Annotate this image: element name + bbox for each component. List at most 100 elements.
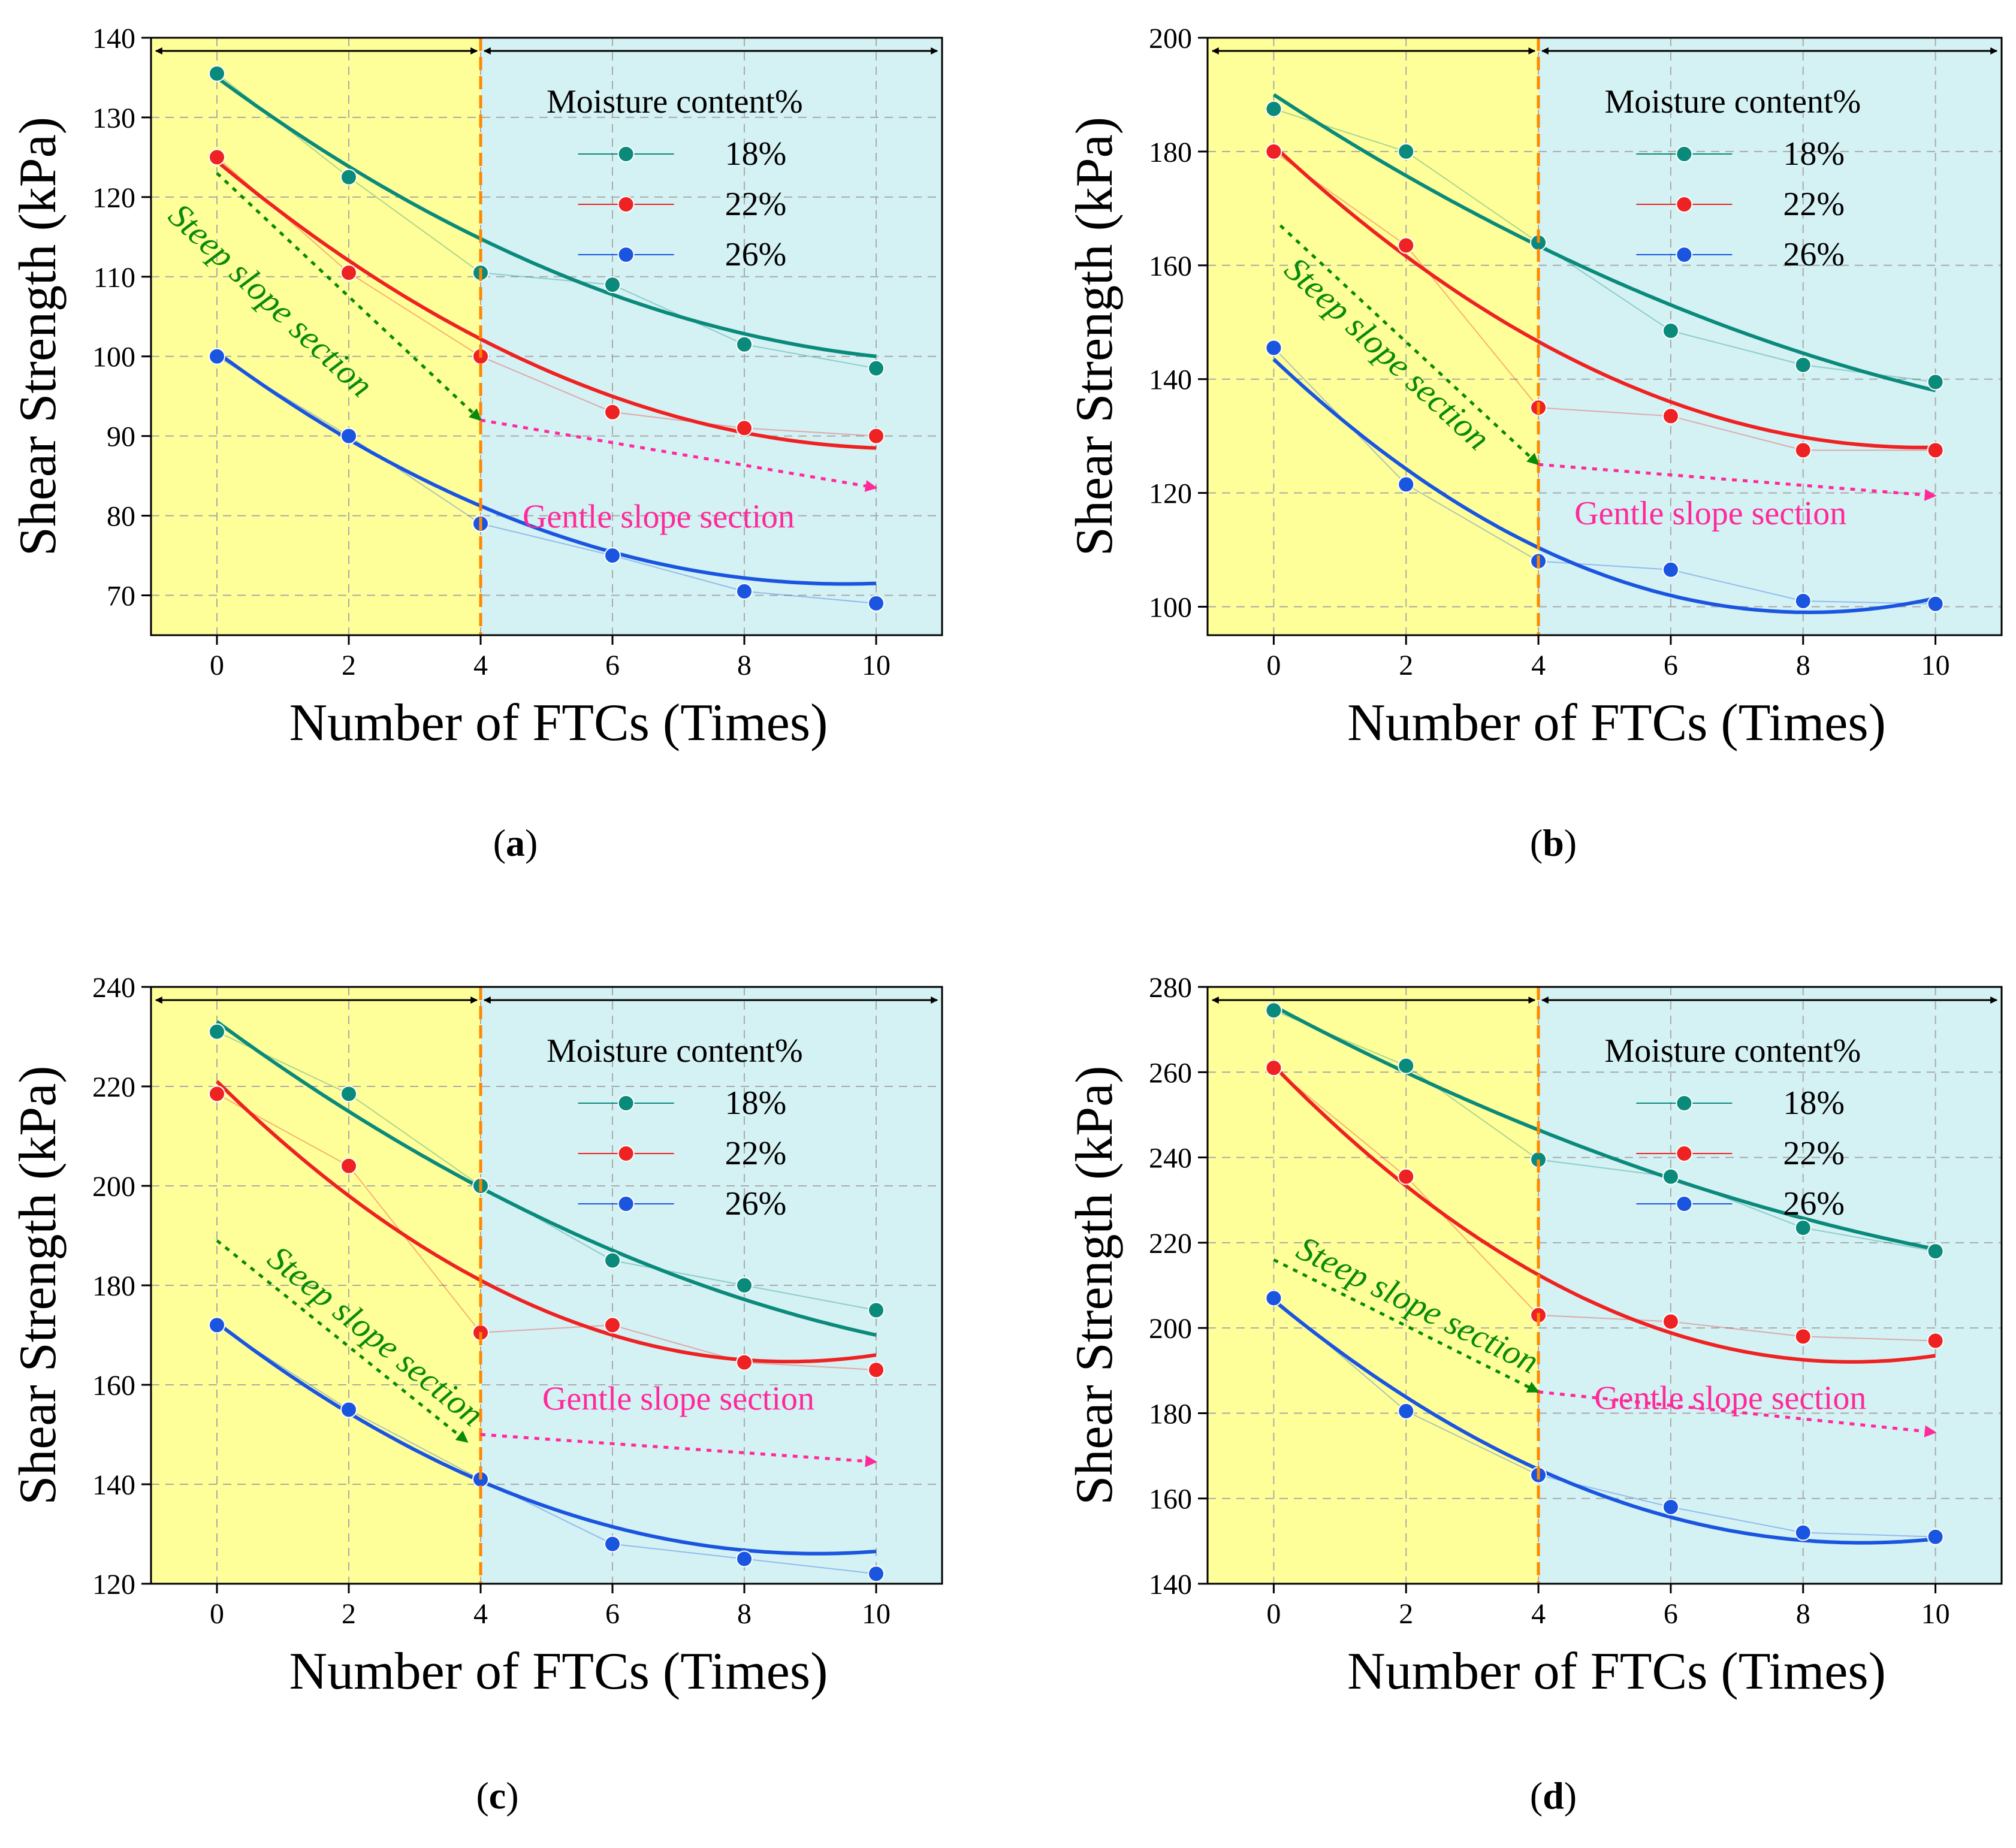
- data-point-18%: [340, 1085, 357, 1103]
- legend-label-18%: 18%: [725, 135, 787, 173]
- series-raw-line-22%: [216, 156, 877, 437]
- gentle-slope-arrow: [480, 1433, 877, 1467]
- data-point-26%: [1265, 1290, 1282, 1307]
- legend-marker-22%: [1676, 196, 1693, 213]
- y-axis-title: Shear Strength (kPa): [9, 117, 67, 556]
- legend-label-26%: 26%: [725, 236, 787, 273]
- legend-label-18%: 18%: [725, 1085, 787, 1122]
- data-point-22%: [1398, 1168, 1415, 1185]
- legend-title: Moisture content%: [1605, 83, 1861, 120]
- region-steep: [151, 38, 481, 635]
- x-tick-label: 4: [473, 650, 488, 681]
- legend-marker-26%: [617, 1195, 635, 1212]
- data-point-22%: [1927, 442, 1944, 459]
- data-point-18%: [1398, 1057, 1415, 1074]
- legend-marker-22%: [617, 1145, 635, 1162]
- data-point-26%: [1662, 561, 1679, 578]
- data-point-18%: [604, 276, 621, 294]
- data-point-18%: [604, 1252, 621, 1269]
- x-axis-title: Number of FTCs (Times): [1347, 694, 1886, 752]
- x-tick-label: 0: [210, 650, 224, 681]
- series-raw-line-18%: [216, 73, 877, 369]
- series-fit-curve-22%: [1272, 144, 1936, 449]
- y-tick-label: 200: [1149, 1313, 1192, 1345]
- y-tick-label: 200: [1149, 23, 1192, 55]
- gentle-slope-label: Gentle slope section: [542, 1381, 814, 1418]
- legend-marker-26%: [617, 246, 635, 263]
- data-point-18%: [340, 168, 357, 186]
- data-point-18%: [1794, 1219, 1812, 1236]
- x-tick-label: 4: [1531, 650, 1546, 681]
- legend-title: Moisture content%: [547, 83, 803, 120]
- legend-label-26%: 26%: [725, 1185, 787, 1222]
- y-tick-label: 90: [107, 421, 135, 453]
- series-raw-line-26%: [1273, 347, 1936, 605]
- data-point-22%: [1794, 1328, 1812, 1345]
- data-point-18%: [1927, 1243, 1944, 1260]
- legend-title: Moisture content%: [547, 1032, 803, 1070]
- x-axis-title: Number of FTCs (Times): [289, 694, 828, 752]
- x-tick-label: 6: [605, 650, 620, 681]
- legend-marker-18%: [617, 1095, 635, 1112]
- data-point-26%: [209, 348, 225, 365]
- data-point-22%: [209, 149, 225, 166]
- y-tick-label: 220: [92, 1071, 135, 1103]
- series-fit-curve-26%: [216, 1321, 877, 1556]
- series-fit-curve-26%: [1272, 1299, 1936, 1545]
- legend-label-18%: 18%: [1783, 1085, 1845, 1122]
- y-tick-label: 240: [1149, 1143, 1192, 1174]
- data-point-22%: [1265, 143, 1282, 160]
- data-point-18%: [1265, 100, 1282, 117]
- data-point-22%: [340, 1157, 357, 1174]
- region-gentle: [1538, 38, 2002, 635]
- x-tick-label: 2: [1399, 1598, 1413, 1630]
- y-axis-title: Shear Strength (kPa): [1066, 117, 1124, 556]
- series-fit-curve-26%: [1272, 358, 1936, 614]
- data-point-26%: [868, 594, 885, 612]
- y-tick-label: 160: [92, 1370, 135, 1402]
- data-point-22%: [604, 403, 621, 421]
- data-point-18%: [868, 360, 885, 377]
- region-steep: [1208, 38, 1539, 635]
- x-tick-label: 6: [1664, 1598, 1678, 1630]
- x-tick-label: 4: [473, 1598, 488, 1630]
- legend-marker-18%: [1676, 146, 1693, 162]
- x-tick-label: 10: [862, 1598, 891, 1630]
- data-point-18%: [736, 336, 753, 353]
- data-point-22%: [1398, 237, 1415, 254]
- data-point-26%: [604, 547, 621, 564]
- plot-frame: [150, 37, 943, 636]
- y-tick-label: 140: [92, 23, 135, 55]
- series-fit-curve-22%: [1272, 1064, 1936, 1364]
- y-tick-label: 110: [93, 262, 135, 294]
- legend-title: Moisture content%: [1605, 1032, 1861, 1070]
- panel-caption: (d): [1530, 1774, 1577, 1817]
- y-axis-title: Shear Strength (kPa): [1066, 1065, 1124, 1505]
- y-tick-label: 120: [92, 182, 135, 214]
- series-raw-line-22%: [1273, 151, 1936, 451]
- data-point-22%: [1662, 1313, 1679, 1330]
- region-gentle: [481, 38, 942, 635]
- y-tick-label: 140: [92, 1469, 135, 1501]
- series-raw-line-22%: [1273, 1067, 1936, 1342]
- data-point-26%: [1662, 1498, 1679, 1515]
- legend-marker-22%: [617, 196, 635, 213]
- panel-caption: (c): [476, 1774, 518, 1817]
- data-point-26%: [340, 427, 357, 445]
- x-tick-label: 8: [737, 1598, 752, 1630]
- y-tick-label: 240: [92, 972, 135, 1004]
- legend-marker-18%: [1676, 1095, 1693, 1112]
- series-raw-line-26%: [1273, 1297, 1936, 1538]
- data-point-18%: [1398, 143, 1415, 160]
- y-tick-label: 160: [1149, 250, 1192, 282]
- data-point-18%: [209, 65, 225, 82]
- data-point-26%: [1265, 339, 1282, 357]
- data-point-22%: [1794, 442, 1812, 459]
- y-tick-label: 200: [92, 1171, 135, 1203]
- data-point-18%: [1927, 373, 1944, 391]
- legend-label-22%: 22%: [725, 186, 787, 223]
- x-tick-label: 6: [605, 1598, 620, 1630]
- series-fit-curve-22%: [215, 1080, 877, 1364]
- y-tick-label: 140: [1149, 1569, 1192, 1601]
